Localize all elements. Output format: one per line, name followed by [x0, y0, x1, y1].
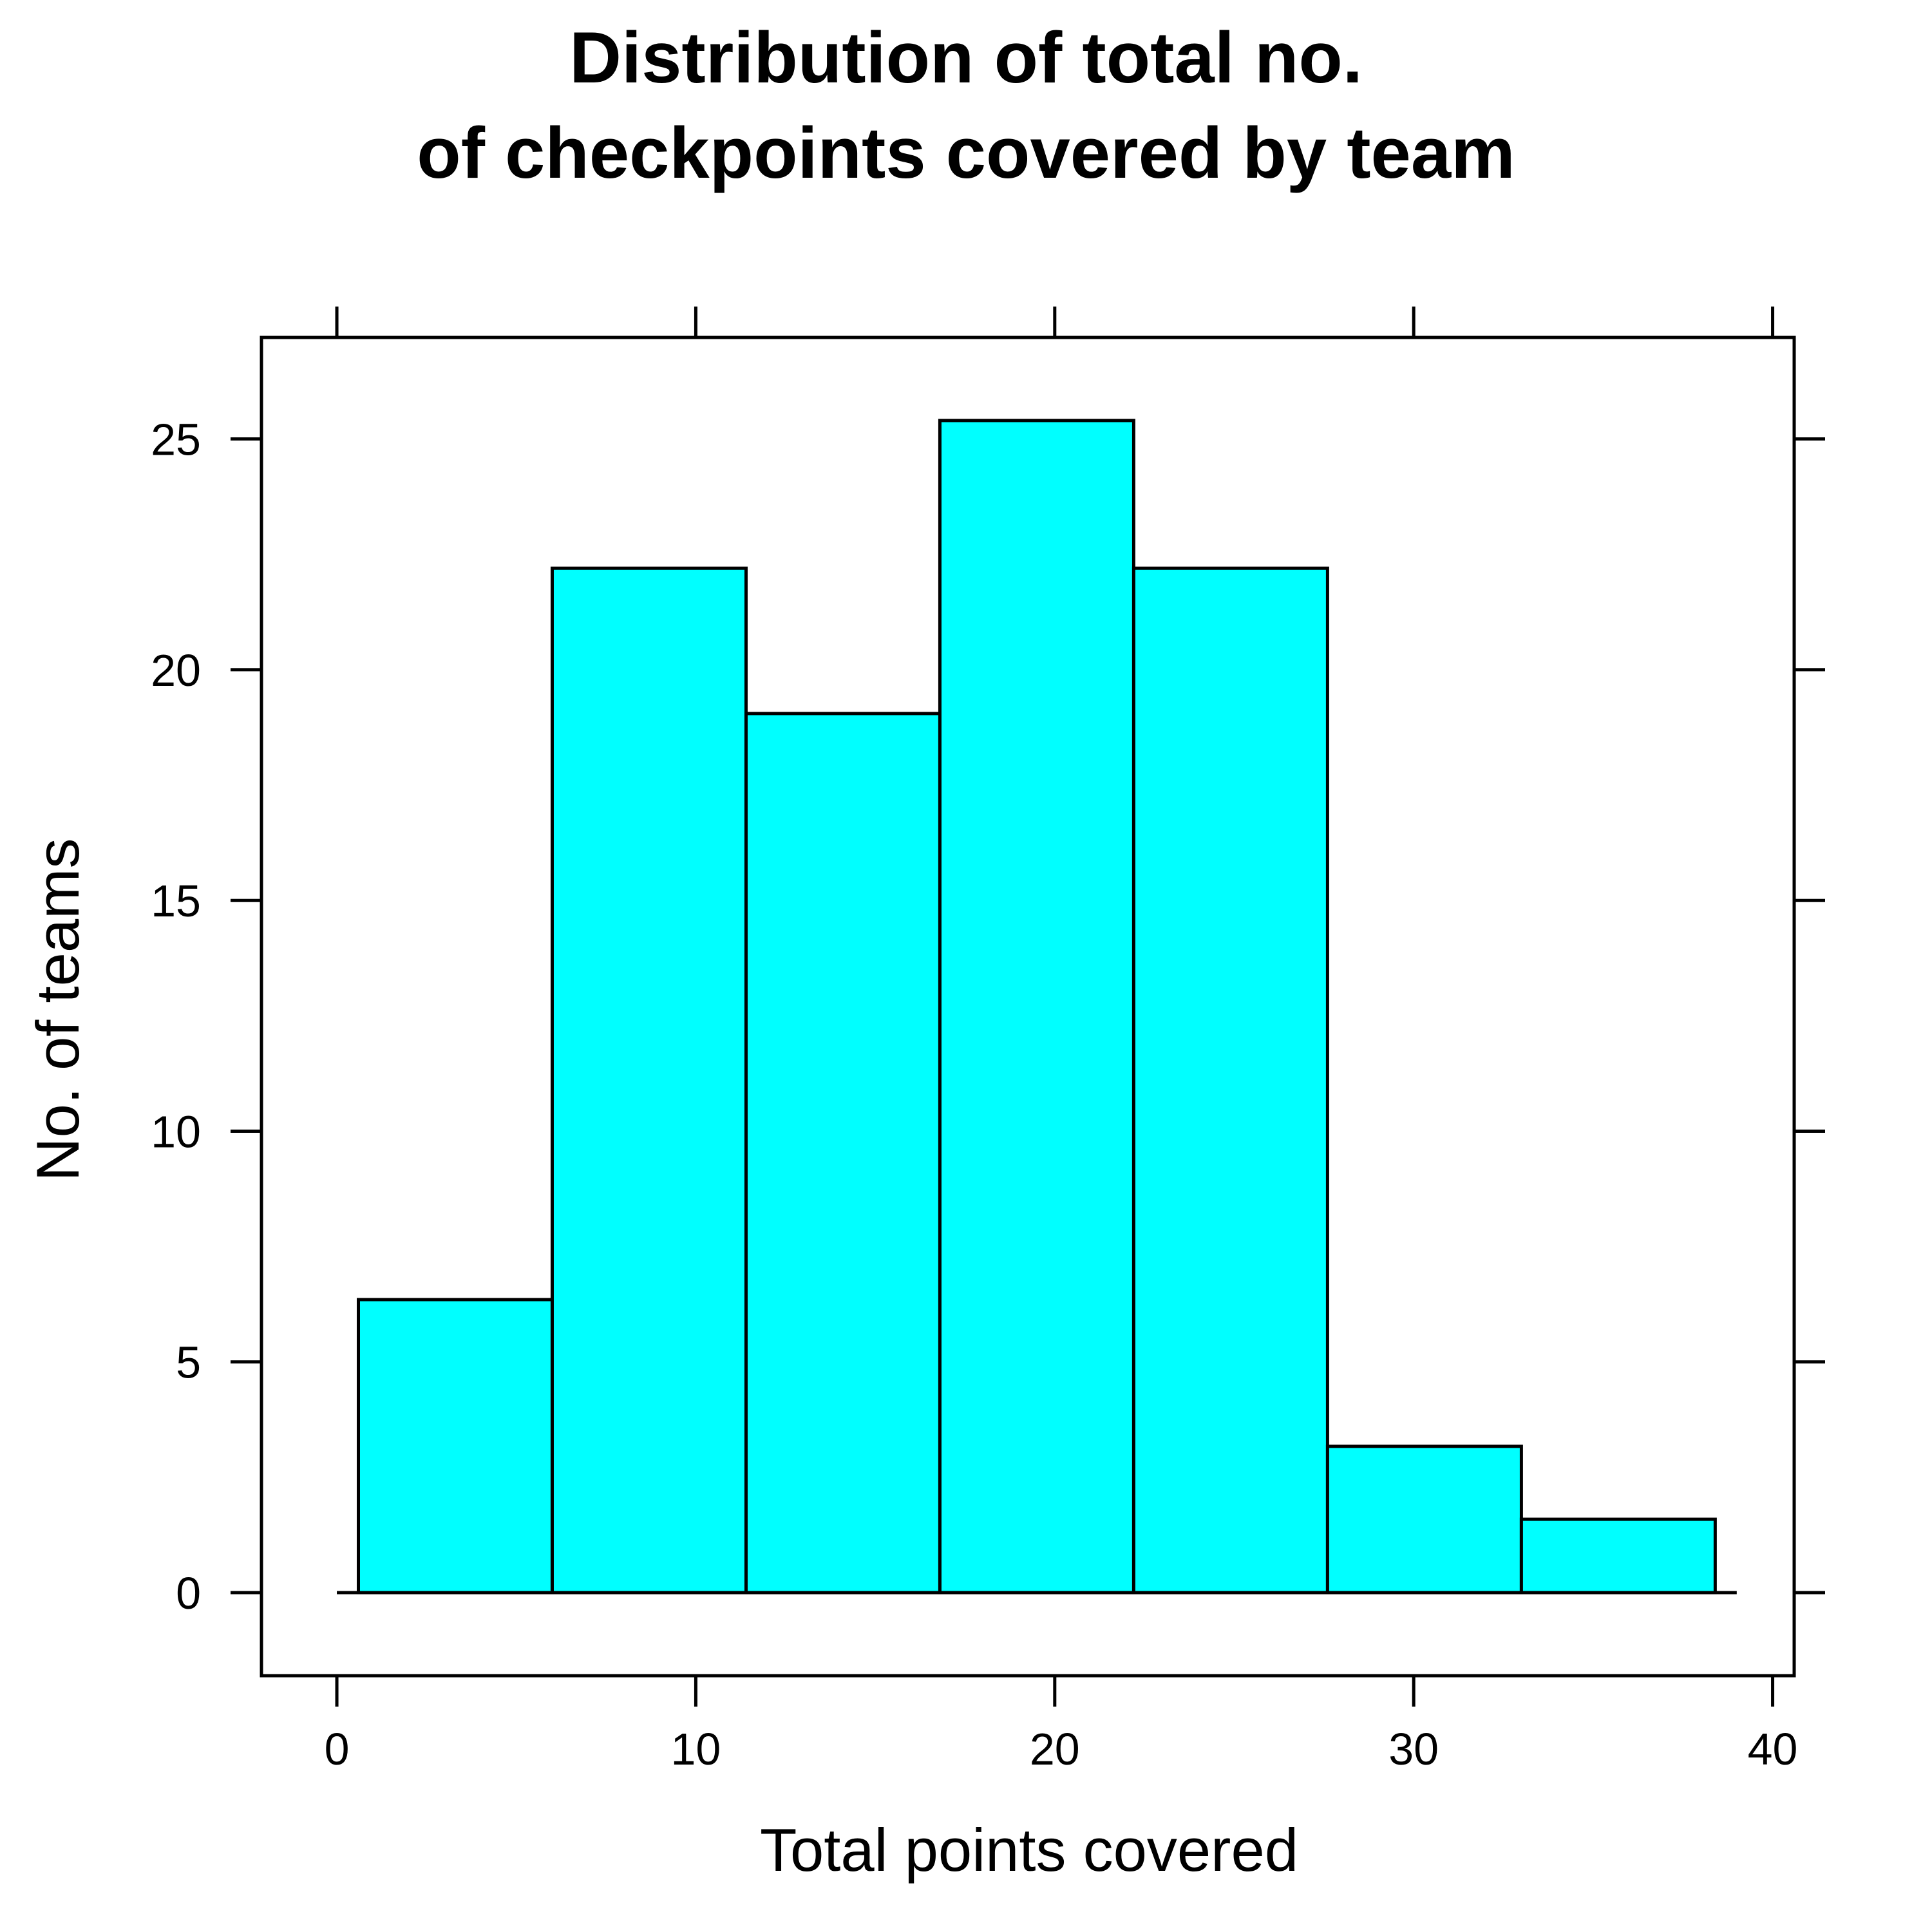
- histogram-bar-0: [356, 1298, 554, 1595]
- x-axis-ticks: 0 10 20 30 40: [325, 307, 1798, 1774]
- y-tick-label: 15: [151, 876, 201, 926]
- y-tick-label: 5: [176, 1338, 201, 1388]
- y-tick-label: 20: [151, 645, 201, 696]
- x-tick-label: 0: [325, 1724, 350, 1774]
- chart-title-line-1: Distribution of total no.: [569, 17, 1363, 98]
- histogram-bar-5: [1325, 1444, 1523, 1595]
- chart-title-line-2: of checkpoints covered by team: [417, 113, 1515, 193]
- x-tick-label: 40: [1748, 1724, 1798, 1774]
- histogram-bars: [356, 419, 1717, 1595]
- x-tick-label: 20: [1030, 1724, 1080, 1774]
- x-axis-label: Total points covered: [760, 1816, 1298, 1884]
- x-tick-label: 30: [1388, 1724, 1439, 1774]
- x-tick-label: 10: [670, 1724, 721, 1774]
- histogram-bar-6: [1519, 1517, 1717, 1595]
- histogram-bar-2: [744, 712, 942, 1595]
- y-tick-label: 25: [151, 415, 201, 465]
- plot-frame: [260, 336, 1796, 1678]
- y-tick-label: 10: [151, 1106, 201, 1157]
- y-axis-ticks: 0 5 10 15 20 25: [151, 415, 1825, 1618]
- histogram-bar-1: [550, 566, 748, 1595]
- histogram-bar-3: [938, 419, 1135, 1595]
- y-axis-label: No. of teams: [24, 838, 91, 1182]
- y-tick-label: 0: [176, 1568, 201, 1618]
- histogram-bar-4: [1132, 566, 1329, 1595]
